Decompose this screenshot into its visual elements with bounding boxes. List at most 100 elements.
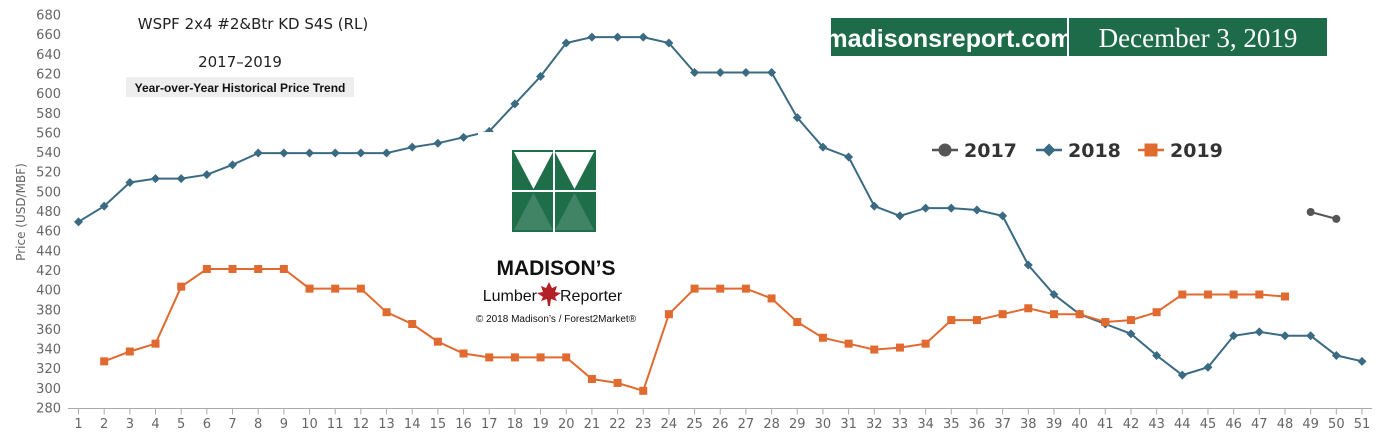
data-point-2019 (1152, 308, 1161, 317)
x-tick-label: 4 (151, 417, 159, 432)
data-point-2019 (1101, 318, 1110, 327)
logo-word-lumber: Lumber (483, 288, 538, 305)
data-point-2018 (741, 67, 751, 77)
y-tick-label: 580 (36, 107, 61, 122)
legend-item-2017: 2017 (932, 140, 1017, 162)
x-tick-label: 45 (1200, 417, 1217, 432)
x-tick-label: 41 (1097, 417, 1114, 432)
data-point-2018 (228, 160, 238, 170)
data-point-2018 (921, 203, 931, 213)
data-point-2019 (1280, 292, 1289, 301)
y-tick-label: 360 (36, 323, 61, 338)
data-point-2019 (510, 353, 519, 362)
data-point-2018 (125, 178, 135, 188)
x-tick-label: 2 (100, 417, 108, 432)
y-axis-label: Price (USD/MBF) (14, 163, 28, 261)
data-point-2018 (407, 142, 417, 152)
data-point-2018 (895, 211, 905, 221)
legend-item-2018: 2018 (1036, 140, 1121, 162)
logo-word-reporter: Reporter (560, 288, 623, 305)
data-point-2019 (664, 310, 673, 319)
data-point-2019 (921, 339, 930, 348)
x-tick-label: 22 (609, 417, 626, 432)
data-point-2019 (767, 294, 776, 303)
data-point-2018 (356, 148, 366, 158)
x-tick-label: 46 (1225, 417, 1242, 432)
x-tick-label: 9 (280, 417, 288, 432)
legend-item-2019: 2019 (1138, 140, 1223, 162)
data-point-2018 (279, 148, 289, 158)
y-tick-label: 480 (36, 205, 61, 220)
x-tick-label: 19 (532, 417, 549, 432)
data-point-2018 (330, 148, 340, 158)
data-point-2019 (382, 308, 391, 317)
data-point-2019 (998, 310, 1007, 319)
x-tick-label: 12 (353, 417, 370, 432)
data-point-2019 (1126, 316, 1135, 325)
x-tick-label: 1 (74, 417, 82, 432)
y-tick-label: 380 (36, 303, 61, 318)
data-point-2018 (638, 32, 648, 42)
data-point-2018 (1203, 362, 1213, 372)
data-point-2019 (562, 353, 571, 362)
data-point-2018 (587, 32, 597, 42)
x-tick-label: 18 (507, 417, 524, 432)
data-point-2019 (1255, 290, 1264, 299)
data-point-2019 (639, 386, 648, 395)
data-point-2019 (1229, 290, 1238, 299)
data-point-2018 (1177, 370, 1187, 380)
data-point-2018 (613, 32, 623, 42)
data-point-2018 (1023, 260, 1033, 270)
data-point-2019 (818, 333, 827, 342)
data-point-2019 (613, 378, 622, 387)
x-tick-label: 25 (686, 417, 703, 432)
data-point-2018 (1254, 327, 1264, 337)
data-point-2018 (536, 71, 546, 81)
data-point-2018 (151, 174, 161, 184)
legend: 2017 2018 2019 (932, 140, 1223, 162)
logo-copyright: © 2018 Madison’s / Forest2Market® (476, 314, 637, 325)
data-point-2019 (1049, 310, 1058, 319)
y-tick-label: 280 (36, 402, 61, 417)
legend-marker-2018 (1042, 143, 1056, 157)
data-point-2019 (305, 284, 314, 293)
data-point-2019 (331, 284, 340, 293)
x-tick-label: 36 (969, 417, 986, 432)
y-tick-label: 500 (36, 185, 61, 200)
data-point-2019 (716, 284, 725, 293)
x-tick-label: 24 (661, 417, 678, 432)
x-tick-label: 37 (994, 417, 1011, 432)
y-tick-label: 680 (36, 9, 61, 24)
data-point-2018 (459, 132, 469, 142)
x-tick-label: 5 (177, 417, 185, 432)
x-tick-label: 44 (1174, 417, 1191, 432)
legend-label-2019: 2019 (1170, 140, 1223, 162)
data-point-2019 (870, 345, 879, 354)
x-tick-label: 38 (1020, 417, 1037, 432)
x-tick-label: 35 (943, 417, 960, 432)
series-layer (74, 32, 1367, 395)
x-tick-label: 8 (254, 417, 262, 432)
data-point-2018 (202, 170, 212, 180)
data-point-2018 (972, 205, 982, 215)
legend-label-2017: 2017 (964, 140, 1017, 162)
data-point-2019 (433, 337, 442, 346)
data-point-2019 (741, 284, 750, 293)
y-tick-label: 320 (36, 362, 61, 377)
data-point-2019 (844, 339, 853, 348)
x-tick-label: 32 (866, 417, 883, 432)
y-tick-label: 560 (36, 126, 61, 141)
y-tick-label: 460 (36, 225, 61, 240)
x-tick-label: 50 (1328, 417, 1345, 432)
x-tick-label: 31 (840, 417, 857, 432)
x-tick-label: 16 (455, 417, 472, 432)
y-tick-label: 420 (36, 264, 61, 279)
y-tick-label: 340 (36, 343, 61, 358)
x-tick-label: 20 (558, 417, 575, 432)
chart-title: WSPF 2x4 #2&Btr KD S4S (RL) (138, 15, 368, 33)
data-point-2018 (510, 99, 520, 109)
data-point-2019 (151, 339, 160, 348)
y-tick-label: 440 (36, 244, 61, 259)
x-tick-label: 6 (203, 417, 211, 432)
